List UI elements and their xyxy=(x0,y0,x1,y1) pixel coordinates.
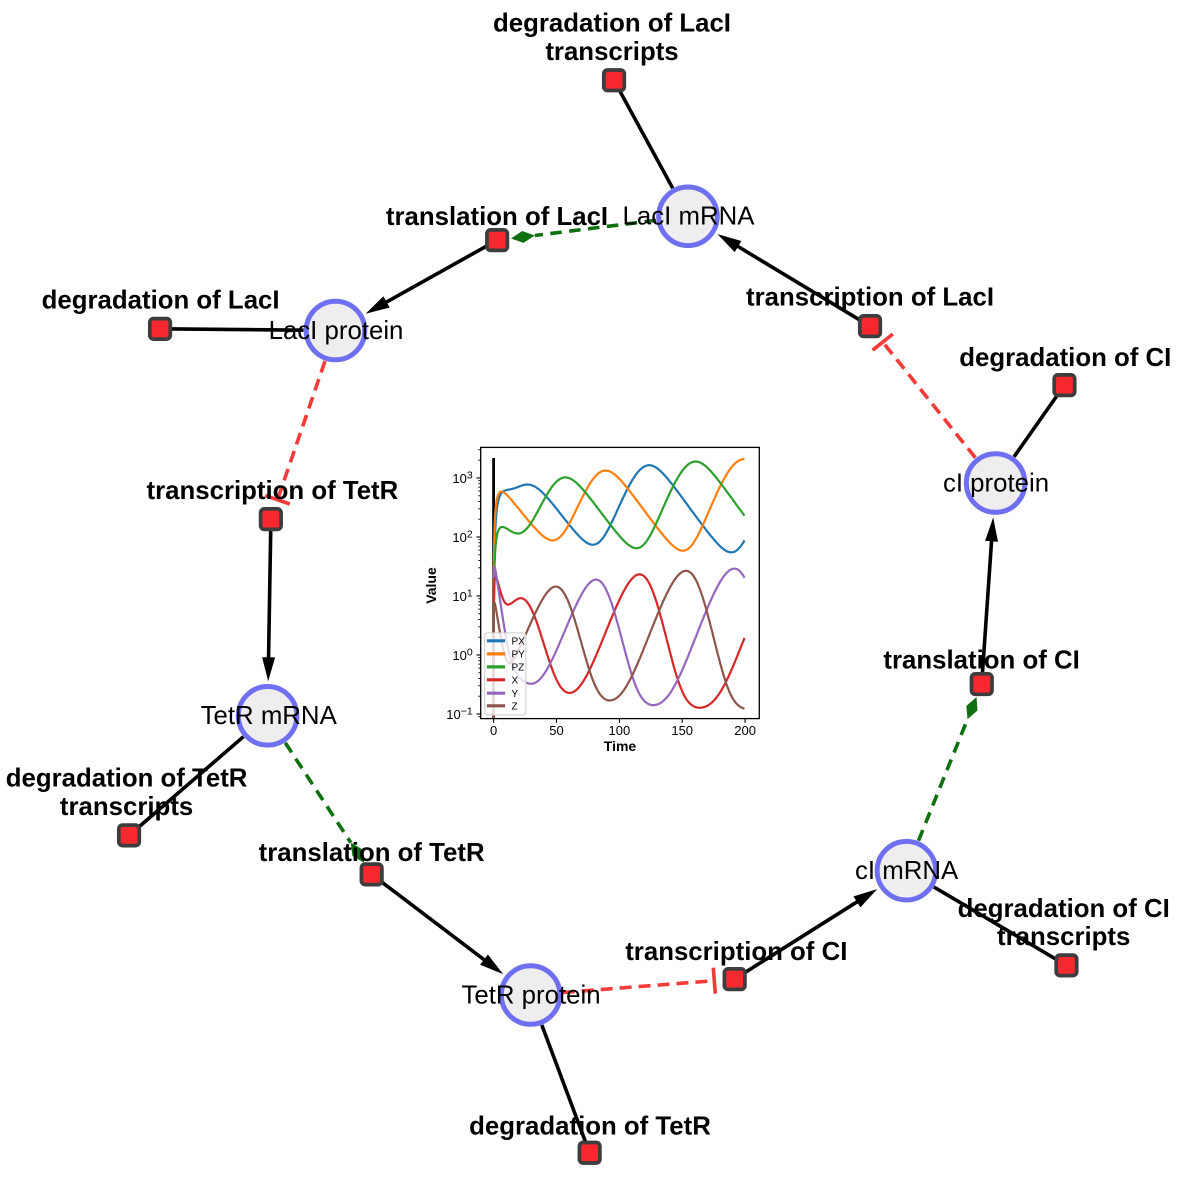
svg-text:103: 103 xyxy=(452,470,472,487)
svg-text:Value: Value xyxy=(423,567,439,604)
svg-text:transcripts: transcripts xyxy=(545,38,678,66)
svg-text:Time: Time xyxy=(604,738,637,754)
svg-text:X: X xyxy=(512,676,519,687)
svg-text:degradation of TetR: degradation of TetR xyxy=(6,765,248,793)
svg-text:Y: Y xyxy=(512,689,519,700)
svg-text:LacI mRNA: LacI mRNA xyxy=(623,203,756,231)
svg-text:101: 101 xyxy=(452,588,472,605)
svg-text:PX: PX xyxy=(512,637,526,648)
svg-text:100: 100 xyxy=(609,723,631,738)
svg-text:Z: Z xyxy=(512,702,518,713)
svg-text:degradation of CI: degradation of CI xyxy=(959,344,1171,372)
svg-text:10−1: 10−1 xyxy=(446,706,473,723)
svg-text:degradation of LacI: degradation of LacI xyxy=(42,286,280,314)
svg-text:TetR mRNA: TetR mRNA xyxy=(201,702,338,730)
svg-text:200: 200 xyxy=(734,723,756,738)
svg-text:cI protein: cI protein xyxy=(943,469,1049,497)
svg-text:50: 50 xyxy=(549,723,563,738)
svg-text:transcription of LacI: transcription of LacI xyxy=(746,284,994,312)
svg-text:translation of LacI: translation of LacI xyxy=(386,203,608,231)
svg-text:cI mRNA: cI mRNA xyxy=(855,857,959,885)
svg-text:LacI protein: LacI protein xyxy=(269,317,404,345)
svg-text:degradation of CI: degradation of CI xyxy=(958,895,1170,923)
svg-text:TetR protein: TetR protein xyxy=(461,981,600,1009)
svg-text:transcription of CI: transcription of CI xyxy=(625,938,847,966)
svg-text:150: 150 xyxy=(671,723,693,738)
svg-text:translation of TetR: translation of TetR xyxy=(259,839,485,867)
svg-text:PY: PY xyxy=(512,650,526,661)
svg-text:degradation of TetR: degradation of TetR xyxy=(469,1113,711,1141)
svg-text:102: 102 xyxy=(452,529,472,546)
svg-text:transcription of TetR: transcription of TetR xyxy=(147,477,399,505)
svg-text:degradation of LacI: degradation of LacI xyxy=(493,10,731,38)
svg-text:PZ: PZ xyxy=(512,663,525,674)
svg-text:transcripts: transcripts xyxy=(60,793,193,821)
svg-text:0: 0 xyxy=(490,723,497,738)
svg-text:transcripts: transcripts xyxy=(997,923,1130,951)
svg-text:translation of CI: translation of CI xyxy=(883,647,1079,675)
svg-text:100: 100 xyxy=(452,647,472,664)
